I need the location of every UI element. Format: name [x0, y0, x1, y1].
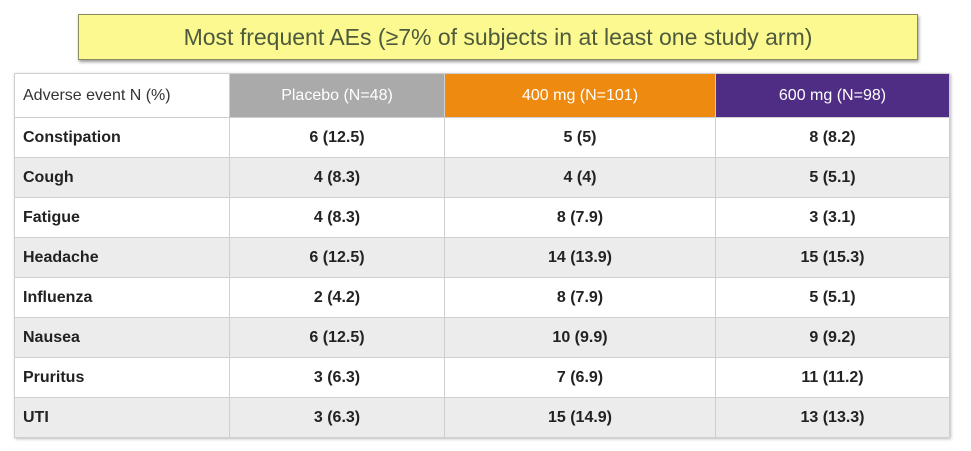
cell-event: Cough [14, 157, 230, 198]
cell-600mg: 11 (11.2) [715, 357, 950, 398]
table-row: Nausea 6 (12.5) 10 (9.9) 9 (9.2) [14, 317, 950, 358]
cell-400mg: 8 (7.9) [444, 277, 716, 318]
cell-event: Nausea [14, 317, 230, 358]
cell-placebo: 3 (6.3) [229, 357, 445, 398]
cell-400mg: 14 (13.9) [444, 237, 716, 278]
cell-event: Pruritus [14, 357, 230, 398]
cell-400mg: 8 (7.9) [444, 197, 716, 238]
table-row: Headache 6 (12.5) 14 (13.9) 15 (15.3) [14, 237, 950, 278]
adverse-events-table: Adverse event N (%) Placebo (N=48) 400 m… [14, 73, 950, 438]
header-row: Adverse event N (%) Placebo (N=48) 400 m… [14, 73, 950, 118]
cell-400mg: 10 (9.9) [444, 317, 716, 358]
cell-event: UTI [14, 397, 230, 438]
cell-600mg: 5 (5.1) [715, 277, 950, 318]
cell-600mg: 15 (15.3) [715, 237, 950, 278]
cell-placebo: 4 (8.3) [229, 157, 445, 198]
cell-600mg: 9 (9.2) [715, 317, 950, 358]
cell-event: Influenza [14, 277, 230, 318]
table-row: Pruritus 3 (6.3) 7 (6.9) 11 (11.2) [14, 357, 950, 398]
header-adverse-event: Adverse event N (%) [14, 73, 230, 118]
cell-400mg: 4 (4) [444, 157, 716, 198]
table-row: Fatigue 4 (8.3) 8 (7.9) 3 (3.1) [14, 197, 950, 238]
table-row: Influenza 2 (4.2) 8 (7.9) 5 (5.1) [14, 277, 950, 318]
cell-event: Headache [14, 237, 230, 278]
cell-placebo: 4 (8.3) [229, 197, 445, 238]
cell-placebo: 2 (4.2) [229, 277, 445, 318]
cell-600mg: 3 (3.1) [715, 197, 950, 238]
cell-400mg: 5 (5) [444, 117, 716, 158]
header-placebo: Placebo (N=48) [229, 73, 445, 118]
cell-placebo: 6 (12.5) [229, 237, 445, 278]
cell-600mg: 8 (8.2) [715, 117, 950, 158]
header-400mg: 400 mg (N=101) [444, 73, 716, 118]
cell-placebo: 6 (12.5) [229, 117, 445, 158]
cell-placebo: 3 (6.3) [229, 397, 445, 438]
table-row: UTI 3 (6.3) 15 (14.9) 13 (13.3) [14, 397, 950, 438]
cell-600mg: 5 (5.1) [715, 157, 950, 198]
cell-event: Constipation [14, 117, 230, 158]
header-600mg: 600 mg (N=98) [715, 73, 950, 118]
table-title: Most frequent AEs (≥7% of subjects in at… [78, 14, 918, 60]
cell-event: Fatigue [14, 197, 230, 238]
table-row: Cough 4 (8.3) 4 (4) 5 (5.1) [14, 157, 950, 198]
cell-placebo: 6 (12.5) [229, 317, 445, 358]
cell-600mg: 13 (13.3) [715, 397, 950, 438]
table-row: Constipation 6 (12.5) 5 (5) 8 (8.2) [14, 117, 950, 158]
cell-400mg: 15 (14.9) [444, 397, 716, 438]
cell-400mg: 7 (6.9) [444, 357, 716, 398]
